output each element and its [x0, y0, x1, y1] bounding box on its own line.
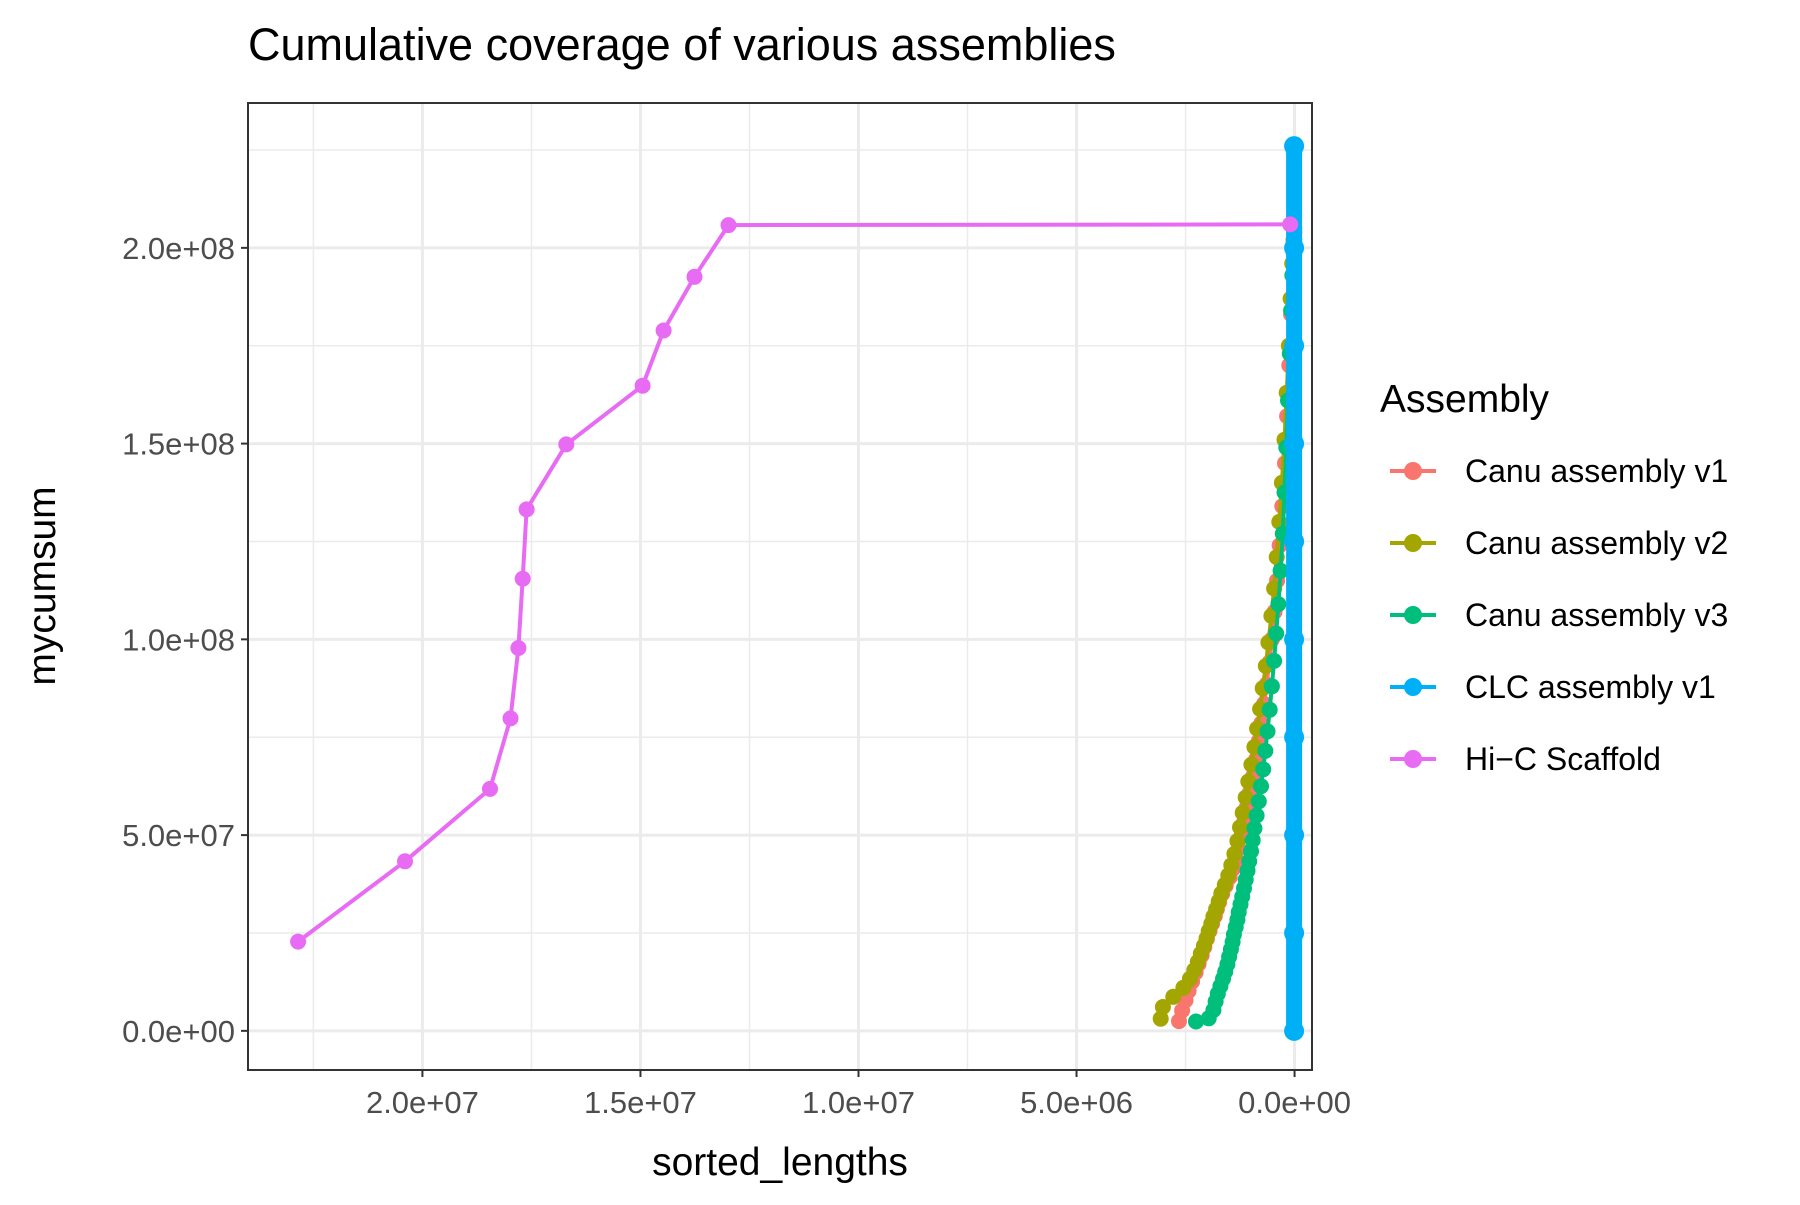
grid-layer: [248, 103, 1312, 1070]
legend-label: Canu assembly v1: [1465, 453, 1728, 489]
legend-key-point: [1404, 750, 1422, 768]
data-point: [1284, 531, 1305, 552]
data-point: [1229, 833, 1246, 849]
data-point: [1284, 727, 1305, 748]
data-point: [1284, 136, 1305, 157]
data-point: [1259, 723, 1276, 740]
data-point: [502, 710, 519, 727]
y-tick-label: 0.0e+00: [122, 1014, 235, 1049]
y-tick-label: 1.5e+08: [122, 427, 235, 462]
data-point: [655, 322, 672, 339]
data-point: [1234, 804, 1251, 821]
series-4: [290, 216, 1299, 950]
data-point: [1248, 807, 1265, 824]
y-tick-label: 5.0e+07: [122, 818, 235, 853]
legend-item: Canu assembly v3: [1390, 597, 1728, 633]
data-point: [1282, 216, 1299, 233]
data-point: [1268, 625, 1285, 642]
legend-item: Canu assembly v1: [1390, 453, 1728, 489]
data-point: [1266, 652, 1283, 669]
data-point: [1244, 832, 1261, 849]
legend: Assembly Canu assembly v1 Canu assembly v…: [1380, 378, 1728, 777]
data-point: [1284, 825, 1305, 846]
data-point: [1284, 629, 1305, 650]
data-point: [1261, 701, 1278, 718]
data-point: [1263, 678, 1280, 695]
legend-label: Canu assembly v2: [1465, 525, 1728, 561]
data-point: [1237, 789, 1254, 806]
x-tick-label: 1.5e+07: [584, 1085, 697, 1120]
axis-layer: 2.0e+07 1.5e+07 1.0e+07 5.0e+06 0.0e+00 0.0e+…: [122, 231, 1351, 1120]
data-point: [510, 640, 527, 656]
legend-key-point: [1404, 678, 1422, 696]
y-tick-label: 1.0e+08: [122, 622, 235, 657]
data-point: [720, 217, 737, 234]
x-tick-label: 0.0e+00: [1238, 1085, 1351, 1120]
data-point: [1253, 778, 1269, 795]
legend-key-point: [1404, 462, 1422, 480]
legend-label: CLC assembly v1: [1465, 669, 1716, 705]
legend-key-point: [1404, 606, 1422, 624]
legend-title: Assembly: [1380, 378, 1550, 421]
data-point: [1284, 433, 1305, 454]
x-tick-label: 5.0e+06: [1020, 1085, 1133, 1120]
data-point: [1270, 596, 1287, 613]
series-1: [1152, 220, 1303, 1027]
y-tick-label: 2.0e+08: [122, 231, 235, 266]
legend-label: Canu assembly v3: [1465, 597, 1728, 633]
data-point: [1226, 845, 1243, 862]
legend-item: Canu assembly v2: [1390, 525, 1728, 561]
data-point: [1240, 773, 1257, 790]
data-point: [1232, 819, 1248, 836]
data-point: [634, 377, 651, 394]
data-point: [1250, 793, 1267, 810]
series-layer: [290, 136, 1305, 1041]
data-point: [1246, 820, 1263, 837]
x-tick-label: 2.0e+07: [366, 1085, 479, 1120]
series-2: [1188, 232, 1303, 1030]
data-point: [1154, 999, 1171, 1015]
data-point: [558, 436, 575, 453]
data-point: [397, 853, 413, 870]
data-point: [482, 780, 498, 797]
data-point: [1284, 923, 1305, 943]
legend-item: Hi−C Scaffold: [1390, 741, 1661, 777]
x-tick-label: 1.0e+07: [802, 1085, 915, 1120]
legend-key-point: [1404, 534, 1422, 552]
data-point: [1257, 742, 1274, 759]
y-axis-title: mycumsum: [21, 486, 64, 685]
series-3: [1284, 136, 1305, 1041]
data-point: [1284, 237, 1305, 258]
x-axis-title: sorted_lengths: [652, 1141, 908, 1184]
data-point: [514, 570, 531, 587]
data-point: [1255, 761, 1272, 778]
data-point: [686, 268, 703, 285]
data-point: [1284, 1020, 1305, 1041]
data-point: [1188, 1013, 1204, 1030]
legend-item: CLC assembly v1: [1390, 669, 1716, 705]
chart-title: Cumulative coverage of various assemblie…: [248, 19, 1116, 70]
plot-panel: [247, 102, 1313, 1071]
legend-label: Hi−C Scaffold: [1465, 741, 1661, 777]
data-point: [518, 501, 535, 518]
data-point: [1272, 562, 1289, 579]
data-point: [1284, 335, 1305, 356]
data-point: [290, 933, 307, 950]
